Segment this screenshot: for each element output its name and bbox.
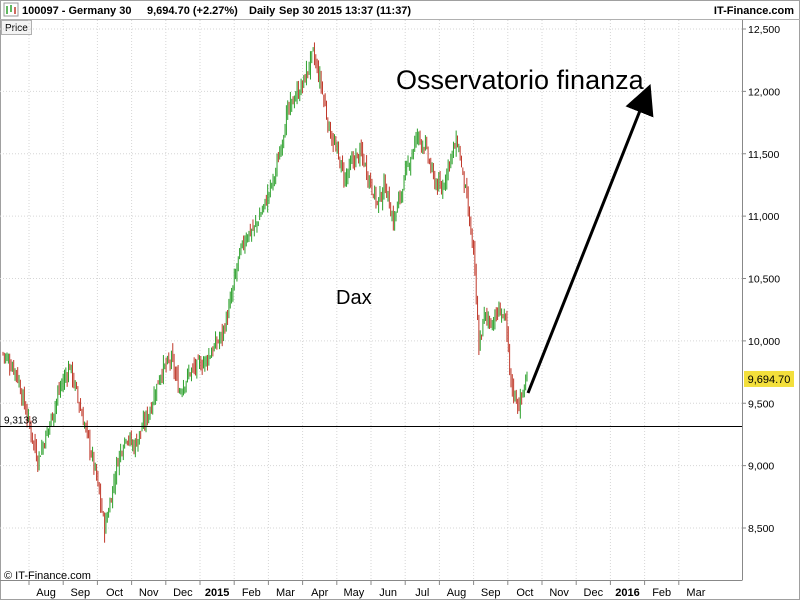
x-axis-ticks: Aug Sep Oct Nov Dec 2015 Feb Mar Apr May Jun Jul Aug… [28,580,706,599]
y-tick-label: 10,000 [748,336,780,348]
symbol-text: 100097 - Germany 30 [22,5,131,17]
last-price-badge [744,370,794,387]
x-tick-label: 2015 [205,587,229,599]
y-tick-label: 11,000 [748,211,779,223]
y-axis-ticks: 12,500 12,000 11,500 11,000 10,500 10,000 9,50… [742,24,780,535]
x-tick-label: Dec [584,587,604,599]
price-tab-label: Price [5,23,28,34]
x-tick-label: Jul [415,587,429,599]
brand-text: IT-Finance.com [714,5,794,17]
quote-text: 9,694.70 (+2.27%) [147,5,238,17]
y-tick-label: 9,000 [748,461,774,473]
x-tick-label: Feb [652,587,671,599]
header-icon [3,2,19,17]
x-tick-label: Dec [173,587,193,599]
x-tick-label: Jun [379,587,397,599]
support-label: 9,313.8 [4,415,38,426]
x-tick-label: Nov [139,587,159,599]
period-text: Daily [249,5,276,17]
y-tick-label: 10,500 [748,274,780,286]
price-tab[interactable] [1,20,32,35]
x-tick-label: Mar [686,587,705,599]
x-tick-label: 2016 [615,587,639,599]
x-tick-label: Aug [447,587,467,599]
y-tick-label: 9,500 [748,398,774,410]
x-tick-label: Apr [311,587,328,599]
annotation-title: Osservatorio finanza [396,65,645,95]
x-tick-label: Aug [36,587,56,599]
y-tick-label: 12,500 [748,24,780,36]
y-tick-label: 8,500 [748,523,774,535]
candlestick-series [2,42,528,543]
x-tick-label: May [344,587,365,599]
forecast-arrow [526,84,654,394]
copyright-text: © IT-Finance.com [4,570,91,582]
x-tick-label: Sep [71,587,91,599]
datetime-text: Sep 30 2015 13:37 (11:37) [279,5,411,17]
last-price-label: 9,694.70 [748,374,791,386]
series-annotation: Dax [336,287,372,309]
x-tick-label: Nov [549,587,569,599]
grid [0,20,742,580]
x-tick-label: Oct [106,587,123,599]
x-tick-label: Feb [242,587,261,599]
x-tick-label: Mar [276,587,295,599]
y-tick-label: 12,000 [748,86,780,98]
x-tick-label: Sep [481,587,501,599]
y-tick-label: 11,500 [748,149,779,161]
x-tick-label: Oct [516,587,533,599]
